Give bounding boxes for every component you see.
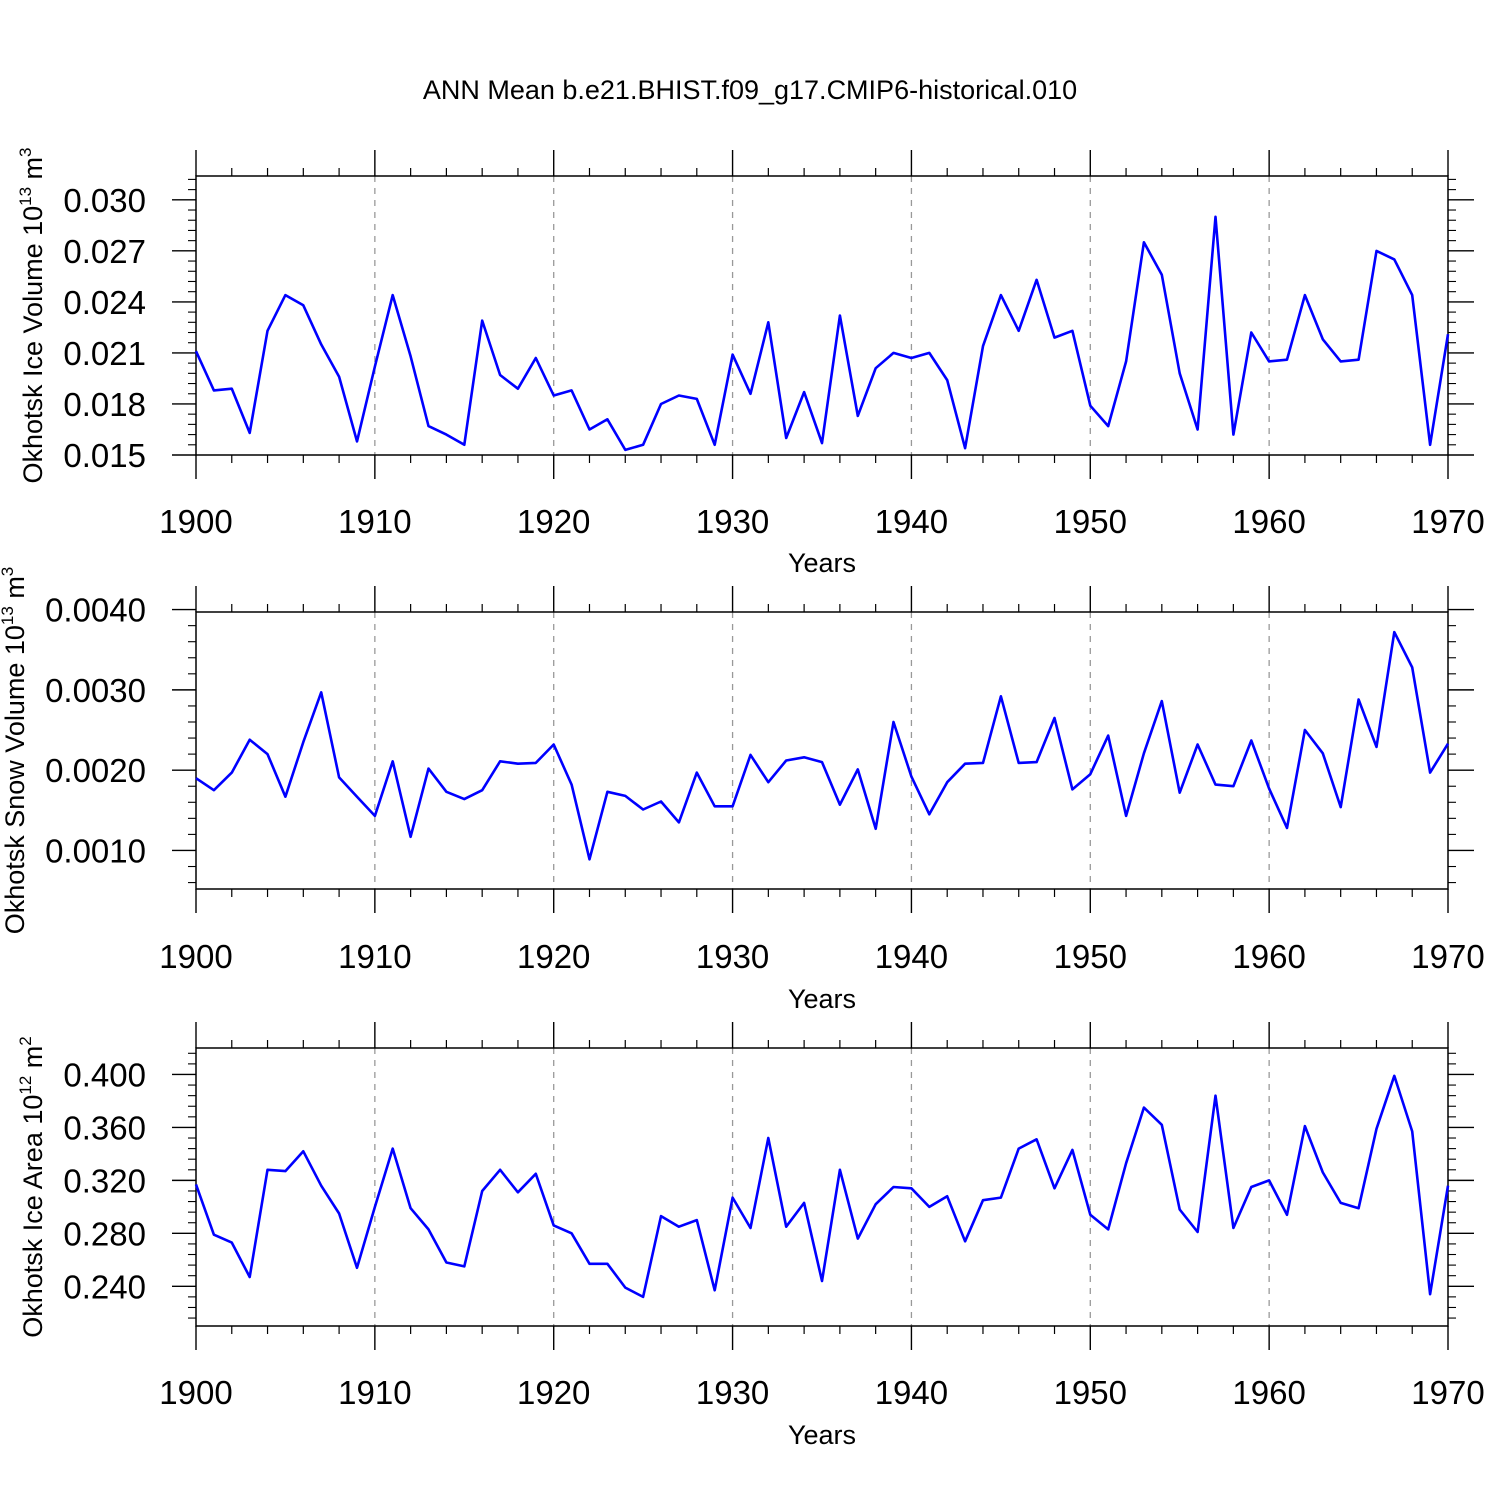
x-tick-label: 1940 — [875, 1374, 948, 1411]
y-tick-label: 0.0040 — [45, 592, 146, 629]
x-tick-label: 1900 — [159, 938, 232, 975]
x-tick-label: 1960 — [1232, 938, 1305, 975]
y-tick-label: 0.018 — [63, 386, 146, 423]
y-tick-label: 0.021 — [63, 335, 146, 372]
x-tick-label: 1960 — [1232, 503, 1305, 540]
x-tick-label: 1940 — [875, 503, 948, 540]
x-tick-label: 1900 — [159, 503, 232, 540]
x-tick-label: 1910 — [338, 1374, 411, 1411]
x-tick-label: 1960 — [1232, 1374, 1305, 1411]
y-tick-label: 0.240 — [63, 1268, 146, 1305]
y-tick-label: 0.030 — [63, 182, 146, 219]
x-tick-label: 1940 — [875, 938, 948, 975]
x-tick-label: 1950 — [1054, 1374, 1127, 1411]
y-tick-label: 0.360 — [63, 1109, 146, 1146]
chart-title: ANN Mean b.e21.BHIST.f09_g17.CMIP6-histo… — [423, 75, 1077, 105]
series-line-ice-volume — [194, 215, 1450, 452]
x-tick-label: 1930 — [696, 1374, 769, 1411]
panel-ice-area: 1900 1910 1920 1930 1940 1950 1960 1970 0.240 0.2… — [16, 1022, 1485, 1450]
panel-ice-volume: 1900 1910 1920 1930 1940 1950 1960 1970 0.015 0.0… — [16, 147, 1485, 578]
plot-frame — [195, 1047, 1449, 1327]
y-tick-label: 0.320 — [63, 1162, 146, 1199]
y-tick-label: 0.024 — [63, 284, 146, 321]
y-tick-label: 0.0010 — [45, 832, 146, 869]
series-line-snow-volume — [195, 630, 1450, 861]
y-axis-title: Okhotsk Ice Area 1012 m2 — [16, 1036, 48, 1338]
plot-frame — [195, 175, 1449, 456]
series-line-ice-area — [194, 1074, 1450, 1299]
x-tick-label: 1910 — [338, 503, 411, 540]
x-tick-label: 1970 — [1411, 1374, 1484, 1411]
x-tick-label: 1920 — [517, 503, 590, 540]
y-tick-label: 0.015 — [63, 437, 146, 474]
x-tick-label: 1970 — [1411, 503, 1484, 540]
x-tick-label: 1930 — [696, 503, 769, 540]
x-axis-title: Years — [788, 1420, 856, 1450]
x-tick-label: 1950 — [1054, 938, 1127, 975]
y-tick-label: 0.400 — [63, 1056, 146, 1093]
panel-snow-volume: 1900 1910 1920 1930 1940 1950 1960 1970 0.0010 0.… — [0, 567, 1485, 1014]
x-tick-label: 1920 — [517, 938, 590, 975]
x-tick-label: 1970 — [1411, 938, 1484, 975]
y-tick-label: 0.0030 — [45, 672, 146, 709]
y-tick-label: 0.0020 — [45, 752, 146, 789]
x-tick-label: 1900 — [159, 1374, 232, 1411]
plot-frame — [195, 611, 1449, 890]
x-axis-title: Years — [788, 984, 856, 1014]
x-axis-title: Years — [788, 548, 856, 578]
x-tick-label: 1950 — [1054, 503, 1127, 540]
x-tick-label: 1910 — [338, 938, 411, 975]
y-axis-title: Okhotsk Snow Volume 1013 m3 — [0, 567, 30, 935]
y-axis-title: Okhotsk Ice Volume 1013 m3 — [16, 147, 48, 483]
y-tick-label: 0.027 — [63, 233, 146, 270]
y-tick-label: 0.280 — [63, 1215, 146, 1252]
x-tick-label: 1930 — [696, 938, 769, 975]
x-tick-label: 1920 — [517, 1374, 590, 1411]
